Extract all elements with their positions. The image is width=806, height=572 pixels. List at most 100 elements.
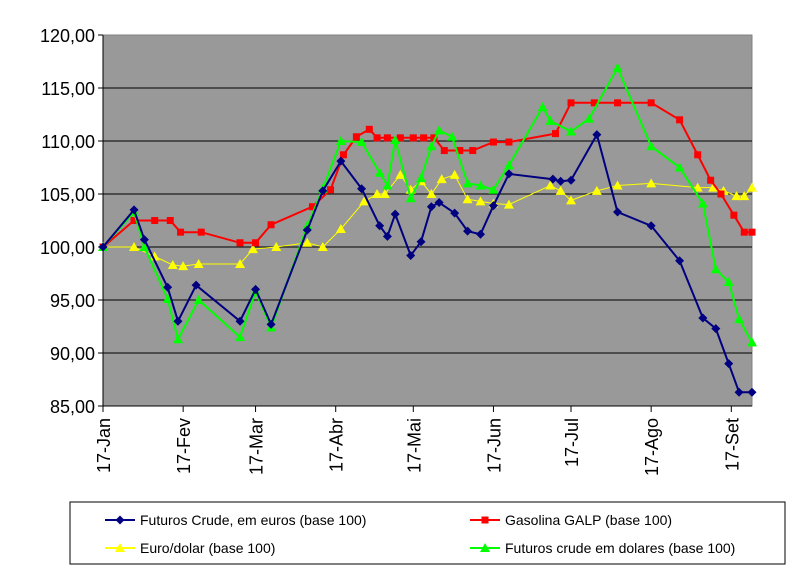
gridlines — [103, 87, 752, 354]
x-tick-label: 17-Set — [722, 418, 742, 471]
data-point — [434, 125, 445, 135]
data-point — [566, 195, 577, 205]
data-point — [739, 191, 750, 201]
data-point — [698, 313, 708, 323]
data-point — [235, 258, 246, 268]
data-point — [396, 134, 404, 142]
data-point — [98, 242, 108, 252]
data-point — [308, 203, 316, 211]
data-point — [674, 162, 685, 172]
x-tick-label: 17-Ago — [642, 418, 662, 476]
data-point — [462, 194, 473, 204]
data-point — [302, 237, 313, 247]
x-tick-label: 17-Jun — [484, 418, 504, 473]
data-point — [191, 280, 201, 290]
data-point — [556, 176, 566, 186]
y-tick-label: 115,00 — [41, 79, 95, 99]
data-point — [390, 134, 401, 144]
data-point — [173, 316, 183, 326]
data-point — [426, 189, 437, 198]
data-point — [357, 184, 367, 194]
data-point — [734, 314, 745, 324]
data-point — [469, 147, 477, 155]
data-point — [129, 205, 139, 215]
data-point — [545, 115, 556, 125]
data-point — [197, 228, 205, 236]
data-point — [488, 184, 499, 194]
data-point — [503, 199, 514, 209]
legend-label: Gasolina GALP (base 100) — [505, 512, 672, 528]
data-point — [748, 228, 756, 236]
legend-label: Futuros Crude, em euros (base 100) — [140, 512, 366, 528]
data-point — [463, 226, 473, 236]
data-point — [151, 217, 159, 224]
y-tick-label: 105,00 — [40, 185, 95, 205]
data-point — [747, 387, 757, 397]
legend-entry-1: Gasolina GALP (base 100) — [470, 512, 672, 528]
data-point — [740, 228, 748, 236]
data-point — [416, 173, 427, 183]
data-point — [167, 260, 178, 270]
legend-box — [69, 501, 786, 565]
y-tick-label: 90,00 — [50, 344, 95, 364]
data-point — [440, 147, 448, 155]
data-point — [406, 250, 416, 260]
x-tick-label: 17-Abr — [327, 418, 347, 472]
data-point — [359, 196, 370, 206]
data-point — [409, 134, 417, 142]
data-point — [193, 258, 204, 268]
data-point — [327, 186, 335, 194]
data-point — [692, 182, 703, 192]
data-point — [612, 180, 623, 190]
data-point — [548, 174, 558, 184]
series-2 — [98, 169, 757, 271]
data-point — [302, 220, 313, 230]
data-point — [375, 221, 385, 231]
data-point — [450, 208, 460, 218]
data-point — [373, 134, 381, 142]
data-point — [416, 237, 426, 247]
data-point — [115, 543, 125, 552]
legend-label: Futuros crude em dolares (base 100) — [505, 540, 735, 556]
y-tick-label: 110,00 — [41, 132, 95, 152]
data-point — [475, 196, 486, 206]
x-tick-label: 17-Mar — [247, 418, 267, 475]
data-point — [747, 337, 757, 347]
data-point — [592, 130, 602, 140]
data-point — [717, 190, 725, 198]
x-tick-label: 17-Mai — [404, 418, 424, 473]
data-point — [613, 207, 623, 217]
data-point — [708, 182, 719, 192]
data-point — [115, 515, 125, 525]
data-point — [430, 134, 438, 142]
data-point — [335, 223, 346, 233]
data-point — [271, 242, 282, 251]
data-point — [612, 62, 623, 72]
data-point — [390, 209, 400, 219]
data-point — [545, 180, 556, 190]
data-point — [566, 175, 576, 185]
data-point — [251, 284, 261, 294]
data-point — [382, 231, 392, 241]
data-point — [236, 239, 244, 247]
data-point — [462, 178, 473, 188]
legend-entry-2: Euro/dolar (base 100) — [105, 540, 275, 556]
data-point — [336, 156, 346, 166]
y-tick-label: 120,00 — [40, 26, 95, 46]
data-point — [172, 334, 183, 344]
data-point — [166, 217, 174, 224]
series-lines — [98, 62, 757, 397]
data-point — [317, 242, 328, 251]
data-point — [551, 130, 559, 138]
data-point — [372, 189, 383, 198]
data-point — [356, 137, 367, 147]
data-point — [129, 242, 140, 251]
data-point — [426, 141, 437, 151]
data-point — [694, 151, 702, 159]
data-point — [339, 151, 347, 159]
data-point — [555, 185, 566, 195]
data-point — [382, 180, 393, 190]
data-point — [675, 256, 685, 266]
x-tick-label: 17-Jul — [562, 418, 582, 467]
